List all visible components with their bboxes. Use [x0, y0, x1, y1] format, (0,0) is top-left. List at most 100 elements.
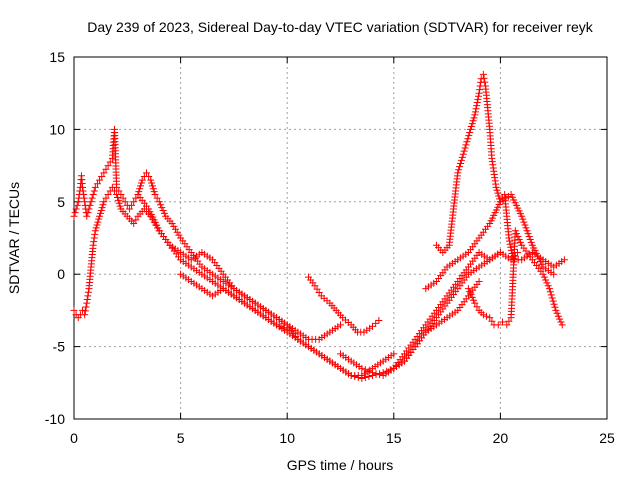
data-point-marker: [115, 199, 123, 207]
data-point-marker: [125, 205, 133, 213]
data-point-marker: [473, 99, 481, 107]
data-point-marker: [138, 176, 146, 184]
data-point-marker: [96, 212, 104, 220]
data-point-marker: [85, 205, 93, 213]
data-point-marker: [514, 233, 522, 241]
data-point-marker: [145, 172, 153, 180]
data-point-marker: [495, 192, 503, 200]
data-point-marker: [455, 166, 463, 174]
data-point-marker: [100, 169, 108, 177]
data-point-marker: [96, 209, 104, 217]
data-point-marker: [542, 276, 550, 284]
data-point-marker: [483, 312, 491, 320]
data-point-marker: [494, 321, 502, 329]
data-point-marker: [518, 212, 526, 220]
data-point-marker: [150, 188, 158, 196]
data-point-marker: [81, 311, 89, 319]
data-point-marker: [390, 350, 398, 358]
data-point-marker: [80, 194, 88, 202]
data-point-marker: [98, 172, 106, 180]
data-point-marker: [464, 135, 472, 143]
data-point-marker: [454, 169, 462, 177]
data-point-marker: [79, 183, 87, 191]
data-point-marker: [492, 183, 500, 191]
data-point-marker: [91, 227, 99, 235]
data-point-marker: [135, 188, 143, 196]
data-point-marker: [547, 291, 555, 299]
data-point-marker: [471, 299, 479, 307]
data-point-marker: [73, 201, 81, 209]
data-point-marker: [471, 111, 479, 119]
data-point-marker: [149, 185, 157, 193]
data-point-marker: [358, 364, 366, 372]
data-point-marker: [104, 162, 112, 170]
grid-lines: [74, 57, 607, 419]
data-point-marker: [93, 180, 101, 188]
data-point-marker: [151, 191, 159, 199]
data-point-marker: [283, 325, 291, 333]
x-tick-label: 20: [493, 430, 509, 446]
data-point-marker: [474, 92, 482, 100]
data-point-marker: [468, 293, 476, 301]
data-point-marker: [97, 206, 105, 214]
data-point-marker: [147, 176, 155, 184]
data-point-marker: [506, 237, 514, 245]
data-point-marker: [511, 227, 519, 235]
axis-ticks: [73, 56, 608, 420]
data-point-marker: [475, 89, 483, 97]
data-point-marker: [466, 129, 474, 137]
data-point-marker: [113, 191, 121, 199]
data-point-marker: [159, 206, 167, 214]
data-point-marker: [93, 221, 101, 229]
data-point-marker: [158, 204, 166, 212]
data-point-marker: [476, 86, 484, 94]
data-point-marker: [466, 288, 474, 296]
data-point-marker: [457, 156, 465, 164]
data-point-marker: [464, 285, 472, 293]
data-point-marker: [457, 160, 465, 168]
data-point-marker: [111, 187, 119, 195]
data-point-marker: [155, 198, 163, 206]
data-point-marker: [114, 196, 122, 204]
data-point-marker: [545, 285, 553, 293]
data-point-marker: [548, 294, 556, 302]
data-point-marker: [519, 215, 527, 223]
data-point-marker: [79, 187, 87, 195]
data-point-marker: [83, 212, 91, 220]
data-point-marker: [470, 296, 478, 304]
data-point-marker: [479, 311, 487, 319]
data-point-marker: [522, 224, 530, 232]
data-point-marker: [467, 123, 475, 131]
data-point-marker: [95, 215, 103, 223]
data-point-marker: [469, 117, 477, 125]
data-point-marker: [467, 290, 475, 298]
plot-frame: [73, 56, 608, 420]
data-point-marker: [132, 194, 140, 202]
data-point-marker: [557, 318, 565, 326]
data-point-marker: [506, 240, 514, 248]
data-point-marker: [521, 221, 529, 229]
data-point-marker: [551, 303, 559, 311]
data-point-marker: [474, 95, 482, 103]
data-point-marker: [276, 322, 284, 330]
x-tick-label: 0: [70, 430, 78, 446]
data-point-marker: [505, 234, 513, 242]
data-point-marker: [86, 201, 94, 209]
data-point-marker: [358, 374, 366, 382]
data-point-marker: [368, 369, 376, 377]
data-point-marker: [89, 191, 97, 199]
y-tick-label: 0: [57, 266, 65, 282]
data-point-marker: [70, 212, 78, 220]
data-point-marker: [507, 243, 515, 251]
data-point-marker: [83, 299, 91, 307]
data-point-marker: [463, 138, 471, 146]
data-point-marker: [544, 282, 552, 290]
chart-title: Day 239 of 2023, Sidereal Day-to-day VTE…: [87, 19, 593, 35]
data-point-marker: [515, 235, 523, 243]
data-point-marker: [160, 209, 168, 217]
data-point-marker: [273, 321, 281, 329]
data-point-marker: [503, 321, 511, 329]
data-point-marker: [488, 317, 496, 325]
x-tick-label: 10: [279, 430, 295, 446]
